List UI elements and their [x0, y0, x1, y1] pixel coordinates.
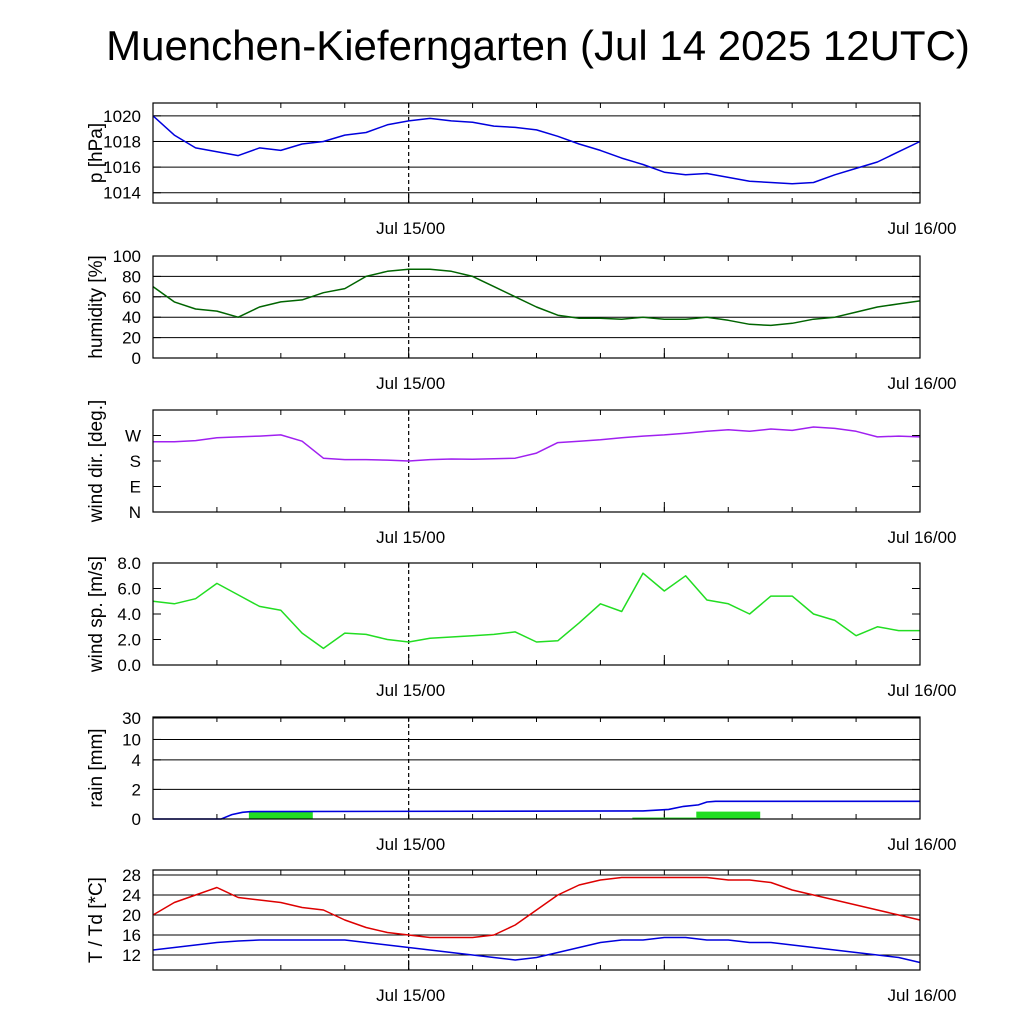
- humidity-xtick-label: Jul 15/00: [376, 374, 445, 393]
- temperature-ytick-label: 16: [122, 926, 141, 945]
- wind-dir-xtick-label: Jul 16/00: [888, 528, 957, 547]
- wind-dir-ytick-label: W: [125, 427, 141, 446]
- pressure-ytick-label: 1020: [103, 107, 141, 126]
- rain-ytick-label: 4: [132, 751, 141, 770]
- pressure-panel: 1014 1016 1018 1020 Jul 15/00 Jul 16/00 p [hPa…: [86, 102, 957, 238]
- temperature-frame: [152, 869, 921, 971]
- wind-speed-panel: 0.0 2.0 4.0 6.0 8.0 Jul 15/00 Jul 16/00 wind sp…: [86, 554, 957, 700]
- wind-speed-line: [152, 572, 920, 650]
- wind-dir-frame: [152, 409, 921, 513]
- rain-ytick-label: 10: [122, 730, 141, 749]
- rain-ytick-label: 2: [132, 780, 141, 799]
- temperature-ylabel: T / Td [*C]: [86, 877, 107, 963]
- rain-ytick-label: 0: [132, 810, 141, 829]
- temperature-xtick-label: Jul 16/00: [888, 986, 957, 1005]
- rain-bar: [248, 811, 313, 819]
- humidity-ytick-label: 80: [122, 267, 141, 286]
- rain-frame: [152, 716, 921, 820]
- temperature-line-td: [152, 936, 921, 964]
- wind-speed-xtick-label: Jul 16/00: [888, 681, 957, 700]
- rain-bar: [696, 811, 761, 819]
- pressure-line: [152, 115, 921, 185]
- temperature-ytick-label: 24: [122, 886, 141, 905]
- wind-speed-ytick-label: 6.0: [117, 580, 141, 599]
- wind-speed-xtick-label: Jul 15/00: [376, 681, 445, 700]
- humidity-line: [152, 268, 921, 327]
- humidity-ylabel: humidity [%]: [86, 255, 107, 358]
- pressure-ytick-label: 1016: [103, 158, 141, 177]
- humidity-xtick-label: Jul 16/00: [888, 374, 957, 393]
- rain-panel: 0 2 4 10 30 Jul 15/00 Jul 16/00 rain [mm]: [86, 709, 957, 854]
- rain-xtick-label: Jul 16/00: [888, 835, 957, 854]
- wind-dir-ytick-label: N: [129, 503, 141, 522]
- humidity-frame: [152, 255, 921, 359]
- temperature-ytick-label: 20: [122, 906, 141, 925]
- rain-xtick-label: Jul 15/00: [376, 835, 445, 854]
- temperature-ytick-label: 12: [122, 946, 141, 965]
- rain-ylabel: rain [mm]: [86, 728, 107, 807]
- pressure-frame: [152, 102, 921, 204]
- rain-total-line: [153, 800, 920, 820]
- humidity-ytick-label: 0: [132, 349, 141, 368]
- pressure-xtick-label: Jul 15/00: [376, 219, 445, 238]
- temperature-line-t: [152, 876, 921, 939]
- wind-speed-frame: [152, 562, 921, 666]
- pressure-ylabel: p [hPa]: [86, 123, 107, 183]
- humidity-ytick-label: 60: [122, 288, 141, 307]
- wind-speed-ytick-label: 2.0: [117, 631, 141, 650]
- humidity-ytick-label: 100: [113, 247, 141, 266]
- humidity-ytick-label: 20: [122, 329, 141, 348]
- temperature-xtick-label: Jul 15/00: [376, 986, 445, 1005]
- wind-dir-ytick-label: S: [130, 452, 141, 471]
- wind-speed-ylabel: wind sp. [m/s]: [86, 556, 107, 673]
- wind-dir-ylabel: wind dir. [deg.]: [86, 400, 107, 524]
- pressure-xtick-label: Jul 16/00: [888, 219, 957, 238]
- chart-title: Muenchen-Kieferngarten (Jul 14 2025 12UT…: [106, 22, 970, 69]
- wind-speed-ytick-label: 4.0: [117, 605, 141, 624]
- pressure-ytick-label: 1018: [103, 132, 141, 151]
- pressure-ytick-label: 1014: [103, 184, 141, 203]
- temperature-ytick-label: 28: [122, 866, 141, 885]
- wind-dir-line: [153, 426, 921, 462]
- wind-dir-ytick-label: E: [130, 478, 141, 497]
- wind-speed-ytick-label: 8.0: [117, 554, 141, 573]
- humidity-ytick-label: 40: [122, 308, 141, 327]
- rain-ytick-label: 30: [122, 709, 141, 728]
- wind-dir-xtick-label: Jul 15/00: [376, 528, 445, 547]
- wind-speed-ytick-label: 0.0: [117, 656, 141, 675]
